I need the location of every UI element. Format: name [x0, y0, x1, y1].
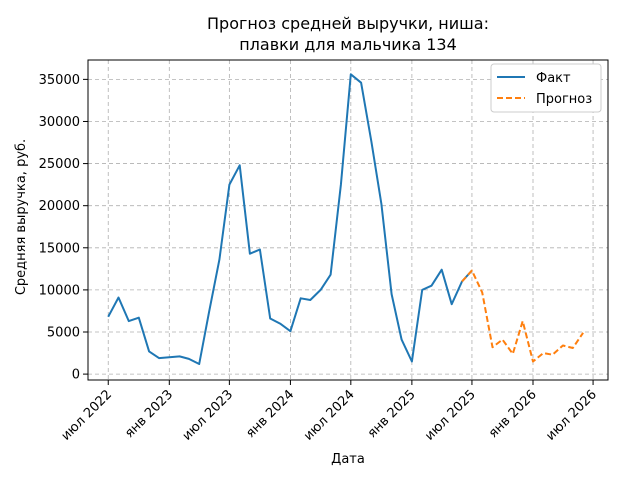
- x-tick-label: янв 2025: [365, 387, 419, 441]
- x-tick-label: июл 2025: [422, 387, 479, 444]
- y-tick-label: 30000: [39, 115, 80, 130]
- x-tick-label: янв 2023: [122, 387, 176, 441]
- legend-label-forecast: Прогноз: [536, 92, 592, 107]
- x-tick-label: янв 2026: [486, 387, 540, 441]
- y-axis-label: Средняя выручка, руб.: [14, 139, 29, 295]
- plot-area-frame: [87, 59, 609, 381]
- grid-lines: [88, 60, 608, 380]
- x-tick-label: июл 2024: [301, 387, 358, 444]
- x-axis-label: Дата: [331, 452, 365, 467]
- y-tick-label: 5000: [47, 326, 80, 341]
- series-line-forecast: [461, 269, 584, 363]
- legend-label-fact: Факт: [536, 71, 571, 86]
- legend: Факт Прогноз: [490, 63, 602, 113]
- x-tick-label: июл 2023: [180, 387, 237, 444]
- chart-title-line-2: плавки для мальчика 134: [239, 35, 457, 54]
- y-tick-label: 25000: [39, 157, 80, 172]
- x-tick-label: июл 2026: [543, 387, 600, 444]
- y-tick-label: 0: [72, 368, 80, 383]
- series-line-fact: [107, 73, 473, 365]
- chart-title-line-1: Прогноз средней выручки, ниша:: [207, 14, 489, 33]
- series-layer: [107, 73, 584, 365]
- y-tick-label: 35000: [39, 73, 80, 88]
- x-axis: июл 2022 янв 2023 июл 2023 янв 2024 июл 2024…: [59, 380, 600, 444]
- x-tick-label: янв 2024: [243, 387, 297, 441]
- y-tick-label: 10000: [39, 283, 80, 298]
- y-tick-label: 20000: [39, 199, 80, 214]
- y-axis: 0 5000 10000 15000 20000 25000 30000 35000: [39, 73, 88, 383]
- x-tick-label: июл 2022: [59, 387, 116, 444]
- y-tick-label: 15000: [39, 241, 80, 256]
